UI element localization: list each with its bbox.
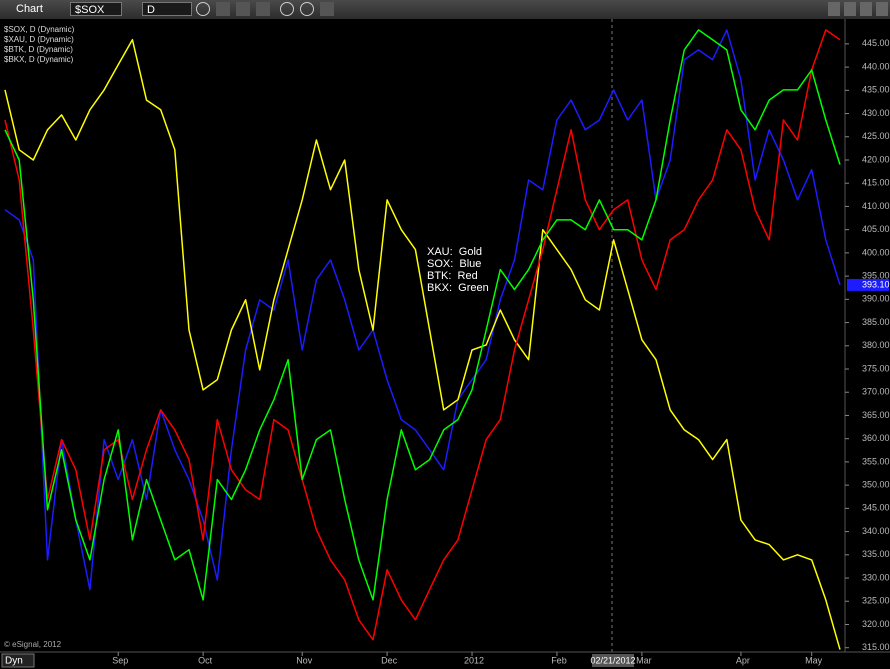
x-tick-label: Apr <box>736 655 750 665</box>
crosshair-date: 02/21/2012 <box>590 655 635 665</box>
y-tick-label: 370.00 <box>862 387 890 397</box>
y-tick-label: 320.00 <box>862 619 890 629</box>
y-tick-label: 360.00 <box>862 433 890 443</box>
copyright: © eSignal, 2012 <box>4 640 62 649</box>
y-tick-label: 395.00 <box>862 270 890 280</box>
play-button[interactable] <box>280 2 294 16</box>
y-tick-label: 355.00 <box>862 456 890 466</box>
mode-box[interactable] <box>1 653 35 668</box>
y-tick-label: 390.00 <box>862 294 890 304</box>
y-tick-label: 430.00 <box>862 108 890 118</box>
y-tick-label: 415.00 <box>862 178 890 188</box>
y-tick-label: 365.00 <box>862 410 890 420</box>
y-tick-label: 375.00 <box>862 363 890 373</box>
y-tick-label: 410.00 <box>862 201 890 211</box>
x-tick-label: May <box>805 655 823 665</box>
legend-entry: $XAU, D (Dynamic) <box>4 35 74 44</box>
minimize-button[interactable] <box>828 2 840 16</box>
restore-button[interactable] <box>860 2 872 16</box>
annotation: BTK: Red <box>427 270 478 282</box>
y-tick-label: 325.00 <box>862 596 890 606</box>
draw-button[interactable] <box>216 2 230 16</box>
tools-button[interactable] <box>256 2 270 16</box>
y-tick-label: 445.00 <box>862 38 890 48</box>
y-tick-label: 405.00 <box>862 224 890 234</box>
x-tick-label: Dec <box>381 655 398 665</box>
y-tick-label: 435.00 <box>862 85 890 95</box>
interval-box[interactable]: D <box>142 2 192 16</box>
mode-label: Dyn <box>5 656 23 667</box>
help-button[interactable] <box>300 2 314 16</box>
x-tick-label: Oct <box>198 655 213 665</box>
annotation: SOX: Blue <box>427 258 481 270</box>
toolbar: Chart $SOX D <box>0 0 890 19</box>
y-tick-label: 340.00 <box>862 526 890 536</box>
y-tick-label: 330.00 <box>862 572 890 582</box>
y-tick-label: 345.00 <box>862 503 890 513</box>
y-tick-label: 420.00 <box>862 154 890 164</box>
close-button[interactable] <box>876 2 888 16</box>
y-tick-label: 350.00 <box>862 480 890 490</box>
x-tick-label: Mar <box>636 655 652 665</box>
last-value-box <box>847 278 889 291</box>
series-line <box>4 29 841 641</box>
y-tick-label: 425.00 <box>862 131 890 141</box>
last-value-label: 393.10 <box>862 279 890 289</box>
y-tick-label: 380.00 <box>862 340 890 350</box>
x-tick-label: 2012 <box>464 655 484 665</box>
series-line <box>4 29 841 601</box>
y-tick-label: 400.00 <box>862 247 890 257</box>
x-tick-label: Sep <box>112 655 128 665</box>
legend-entry: $SOX, D (Dynamic) <box>4 25 75 34</box>
maximize-button[interactable] <box>844 2 856 16</box>
series-line <box>4 29 841 591</box>
erase-button[interactable] <box>320 2 334 16</box>
symbol-box[interactable]: $SOX <box>70 2 122 16</box>
annotation: BKX: Green <box>427 282 489 294</box>
y-tick-label: 385.00 <box>862 317 890 327</box>
series-line <box>4 38 841 650</box>
y-tick-label: 335.00 <box>862 549 890 559</box>
legend-entry: $BTK, D (Dynamic) <box>4 45 73 54</box>
y-tick-label: 315.00 <box>862 642 890 652</box>
x-tick-label: Feb <box>551 655 567 665</box>
legend-entry: $BKX, D (Dynamic) <box>4 55 74 64</box>
window-title: Chart <box>16 3 43 15</box>
y-tick-label: 440.00 <box>862 61 890 71</box>
refresh-button[interactable] <box>196 2 210 16</box>
pen-button[interactable] <box>236 2 250 16</box>
x-tick-label: Nov <box>296 655 313 665</box>
crosshair-date-box <box>592 654 634 667</box>
annotation: XAU: Gold <box>427 246 482 258</box>
